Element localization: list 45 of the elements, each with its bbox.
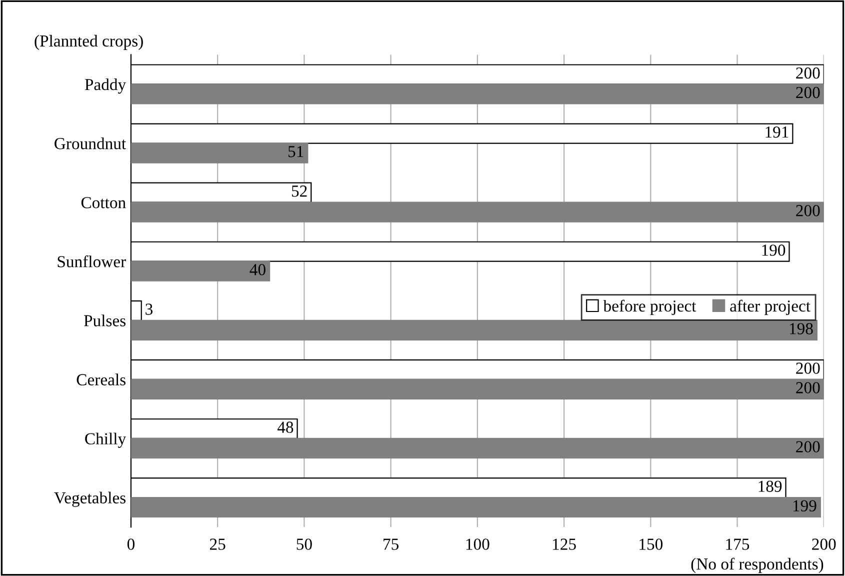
y-tick-label: Vegetables [54,492,126,507]
data-label: 200 [796,382,820,394]
x-axis-title: (No of respondents) [691,558,824,574]
x-tick-label: 150 [640,538,663,550]
x-tick-label: 125 [553,538,576,550]
data-label: 3 [146,304,153,315]
bar [130,378,824,400]
data-label: 198 [790,323,813,334]
bar [130,202,824,222]
y-tick-label: Pulses [84,314,126,326]
x-tick-label: 0 [127,538,135,550]
y-tick-label: Sunflower [58,255,126,268]
data-label: 48 [277,422,294,433]
bar [130,438,824,459]
legend-label: before project [603,300,696,316]
x-tick-label: 75 [384,538,398,550]
data-label: 200 [796,441,820,452]
x-tick-label: 25 [210,538,226,550]
data-label: 190 [762,244,786,256]
y-tick-label: Groundnut [54,137,126,150]
data-label: 199 [793,500,816,512]
y-tick-label: Cotton [81,197,126,208]
x-tick-label: 50 [296,538,312,550]
data-label: 191 [766,126,788,138]
data-label: 52 [292,186,307,197]
bar [130,84,824,104]
legend-label: after project [730,300,810,316]
y-tick-label: Paddy [84,78,126,94]
x-tick-label: 200 [812,538,836,550]
data-label: 189 [758,480,782,492]
data-label: 40 [250,264,266,276]
data-label: 200 [796,67,820,79]
y-tick-label: Cereals [76,374,126,386]
bar [130,496,821,518]
bar [130,142,308,164]
bar [130,260,270,282]
data-label: 200 [796,362,820,374]
data-label: 200 [796,204,820,216]
data-label: 51 [288,146,304,158]
x-tick-label: 100 [466,538,490,550]
bar [130,320,818,340]
y-tick-label: Chilly [85,432,126,448]
y-axis-title: (Plannted crops) [34,34,143,50]
data-label: 200 [796,86,820,98]
x-tick-label: 175 [726,538,750,550]
